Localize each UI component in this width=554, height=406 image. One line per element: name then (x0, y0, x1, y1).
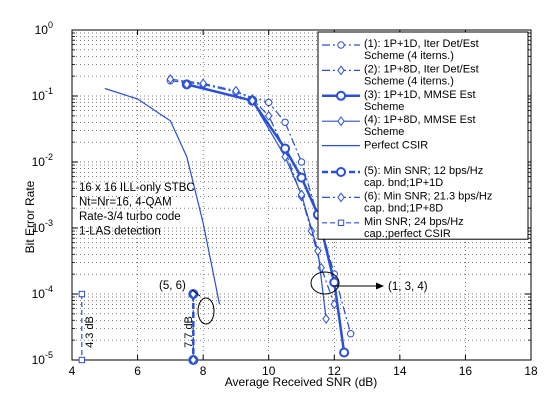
circle-marker (296, 172, 307, 183)
label-series-5-6: (5, 6) (159, 280, 186, 292)
legend-label: (3): 1P+1D, MMSE Est (364, 89, 476, 101)
x-tick-label: 12 (328, 364, 342, 378)
legend-label: Scheme (4 iterns.) (364, 50, 454, 62)
label-7-7-db: 7.7 dB (183, 316, 195, 348)
annotations: 16 x 16 ILL-only STBC Nt=Nr=16, 4-QAM Rate… (79, 182, 428, 348)
legend-label: Scheme (4 iterns.) (364, 75, 454, 87)
circle-marker (339, 347, 350, 358)
plot-frame (71, 29, 532, 361)
circle-marker (336, 90, 346, 101)
legend-box (317, 31, 529, 240)
x-tick-label: 8 (200, 364, 207, 378)
legend-label: (6): Min SNR; 21.3 bps/Hz (364, 190, 492, 202)
diamond-marker (337, 192, 345, 203)
circle-marker (346, 330, 355, 338)
x-tick-label: 18 (524, 364, 538, 378)
legend-label: (4): 1P+8D, MMSE Est (364, 114, 476, 126)
diamond-marker (314, 245, 322, 256)
series-line (104, 87, 221, 305)
diamond-marker (337, 65, 345, 76)
y-axis-label: Bit Error Rate (23, 180, 37, 253)
diamond-marker (248, 95, 257, 106)
series-line (186, 83, 327, 319)
system-description-line: Rate-3/4 turbo code (79, 211, 181, 223)
series-line (170, 80, 352, 334)
legend-label: Perfect CSIR (364, 140, 428, 152)
legend-label: cap.;perfect CSIR (364, 228, 451, 240)
diamond-marker (166, 74, 175, 85)
x-tick-label: 10 (262, 364, 276, 378)
legend-label: (2): 1P+8D, Iter Det/Est (364, 63, 479, 75)
circle-marker (336, 167, 346, 177)
series-line (170, 78, 335, 305)
series-8 (78, 290, 86, 364)
label-4-3-db: 4.3 dB (84, 316, 96, 348)
system-description-line: 1-LAS detection (79, 226, 161, 238)
system-description-line: Nt=Nr=16, 4-QAM (79, 197, 172, 209)
x-tick-label: 6 (134, 364, 141, 378)
legend-label: Min SNR; 24 bps/Hz (364, 216, 464, 228)
legend-label: cap. bnd;1P+1D (364, 177, 443, 189)
series-layer (78, 74, 355, 366)
series-4 (182, 79, 330, 324)
legend-label: Scheme (364, 126, 404, 138)
legend-label: Scheme (364, 101, 404, 113)
circle-marker (265, 98, 273, 107)
x-tick-label: 16 (459, 364, 473, 378)
legend-label: (1): 1P+1D, Iter Det/Est (364, 38, 479, 50)
system-description-line: 16 x 16 ILL-only STBC (79, 182, 195, 194)
diamond-marker (264, 110, 273, 121)
square-marker (78, 356, 86, 364)
diamond-marker (337, 116, 345, 127)
circle-marker (281, 118, 289, 126)
circle-marker (329, 277, 340, 288)
legend-label: (5): Min SNR; 12 bps/Hz (364, 165, 483, 177)
diamond-marker (189, 354, 198, 366)
diamond-marker (297, 189, 306, 200)
x-axis-label: Average Received SNR (dB) (225, 375, 378, 389)
diamond-marker (182, 79, 191, 90)
diamond-marker (281, 151, 289, 162)
callout-line-5-6 (191, 289, 201, 297)
callout-ellipse-1-3-4 (310, 271, 340, 295)
x-tick-label: 14 (393, 364, 407, 378)
x-tick-label: 4 (69, 364, 76, 378)
diamond-marker (232, 85, 240, 96)
square-marker (337, 219, 345, 227)
legend-entry: Perfect CSIR (322, 140, 428, 152)
callout-arrow-head (376, 282, 384, 290)
circle-marker (297, 158, 306, 166)
circle-marker (337, 41, 345, 49)
square-marker (78, 290, 86, 298)
series-5 (104, 87, 221, 305)
label-series-1-3-4: (1, 3, 4) (388, 281, 428, 293)
callout-ellipse-5-6 (197, 297, 215, 325)
diamond-marker (322, 313, 330, 324)
legend-label: cap. bnd;1P+8D (364, 202, 443, 214)
